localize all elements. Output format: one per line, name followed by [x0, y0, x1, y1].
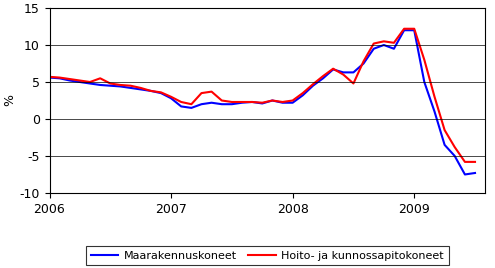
Hoito- ja kunnossapitokoneet — [280, 100, 286, 104]
Maarakennuskoneet — [189, 106, 195, 110]
Maarakennuskoneet — [87, 82, 93, 85]
Hoito- ja kunnossapitokoneet — [189, 103, 195, 106]
Maarakennuskoneet — [391, 47, 397, 50]
Hoito- ja kunnossapitokoneet — [259, 101, 265, 104]
Maarakennuskoneet — [350, 71, 356, 74]
Hoito- ja kunnossapitokoneet — [107, 82, 113, 85]
Hoito- ja kunnossapitokoneet — [421, 58, 427, 61]
Maarakennuskoneet — [219, 103, 225, 106]
Hoito- ja kunnossapitokoneet — [269, 99, 275, 102]
Hoito- ja kunnossapitokoneet — [320, 75, 326, 78]
Hoito- ja kunnossapitokoneet — [462, 160, 468, 163]
Hoito- ja kunnossapitokoneet — [148, 89, 154, 92]
Maarakennuskoneet — [128, 86, 134, 90]
Maarakennuskoneet — [472, 171, 478, 174]
Hoito- ja kunnossapitokoneet — [360, 60, 366, 63]
Hoito- ja kunnossapitokoneet — [219, 99, 225, 102]
Maarakennuskoneet — [56, 77, 62, 80]
Maarakennuskoneet — [360, 62, 366, 65]
Maarakennuskoneet — [249, 100, 255, 104]
Hoito- ja kunnossapitokoneet — [452, 146, 458, 149]
Maarakennuskoneet — [107, 84, 113, 87]
Hoito- ja kunnossapitokoneet — [67, 77, 73, 81]
Maarakennuskoneet — [259, 102, 265, 105]
Maarakennuskoneet — [411, 29, 417, 32]
Hoito- ja kunnossapitokoneet — [158, 91, 164, 94]
Hoito- ja kunnossapitokoneet — [432, 95, 438, 98]
Maarakennuskoneet — [421, 80, 427, 84]
Maarakennuskoneet — [208, 101, 214, 104]
Maarakennuskoneet — [97, 83, 103, 87]
Y-axis label: %: % — [3, 95, 17, 106]
Maarakennuskoneet — [320, 77, 326, 80]
Maarakennuskoneet — [300, 94, 306, 97]
Hoito- ja kunnossapitokoneet — [341, 73, 346, 76]
Hoito- ja kunnossapitokoneet — [97, 77, 103, 80]
Hoito- ja kunnossapitokoneet — [330, 67, 336, 70]
Legend: Maarakennuskoneet, Hoito- ja kunnossapitokoneet: Maarakennuskoneet, Hoito- ja kunnossapit… — [86, 246, 448, 265]
Hoito- ja kunnossapitokoneet — [239, 100, 245, 104]
Line: Hoito- ja kunnossapitokoneet: Hoito- ja kunnossapitokoneet — [50, 29, 475, 162]
Maarakennuskoneet — [178, 105, 184, 108]
Maarakennuskoneet — [401, 29, 407, 32]
Hoito- ja kunnossapitokoneet — [77, 79, 83, 82]
Maarakennuskoneet — [341, 71, 346, 74]
Hoito- ja kunnossapitokoneet — [310, 83, 316, 86]
Line: Maarakennuskoneet: Maarakennuskoneet — [50, 30, 475, 174]
Hoito- ja kunnossapitokoneet — [411, 27, 417, 30]
Maarakennuskoneet — [148, 89, 154, 92]
Maarakennuskoneet — [229, 103, 235, 106]
Maarakennuskoneet — [239, 101, 245, 104]
Hoito- ja kunnossapitokoneet — [47, 75, 52, 79]
Maarakennuskoneet — [280, 101, 286, 104]
Hoito- ja kunnossapitokoneet — [401, 27, 407, 30]
Maarakennuskoneet — [381, 43, 387, 47]
Hoito- ja kunnossapitokoneet — [472, 160, 478, 163]
Maarakennuskoneet — [77, 80, 83, 84]
Maarakennuskoneet — [290, 101, 296, 104]
Maarakennuskoneet — [158, 91, 164, 95]
Hoito- ja kunnossapitokoneet — [198, 91, 204, 95]
Hoito- ja kunnossapitokoneet — [128, 84, 134, 87]
Hoito- ja kunnossapitokoneet — [300, 91, 306, 95]
Hoito- ja kunnossapitokoneet — [442, 128, 447, 132]
Maarakennuskoneet — [67, 79, 73, 82]
Hoito- ja kunnossapitokoneet — [249, 100, 255, 104]
Hoito- ja kunnossapitokoneet — [371, 42, 377, 45]
Hoito- ja kunnossapitokoneet — [138, 86, 144, 90]
Maarakennuskoneet — [330, 68, 336, 71]
Hoito- ja kunnossapitokoneet — [178, 100, 184, 104]
Maarakennuskoneet — [269, 99, 275, 102]
Hoito- ja kunnossapitokoneet — [117, 83, 123, 87]
Maarakennuskoneet — [168, 97, 174, 100]
Hoito- ja kunnossapitokoneet — [381, 40, 387, 43]
Maarakennuskoneet — [198, 103, 204, 106]
Maarakennuskoneet — [432, 110, 438, 113]
Hoito- ja kunnossapitokoneet — [391, 41, 397, 44]
Hoito- ja kunnossapitokoneet — [350, 82, 356, 85]
Maarakennuskoneet — [117, 85, 123, 88]
Hoito- ja kunnossapitokoneet — [56, 76, 62, 79]
Hoito- ja kunnossapitokoneet — [229, 100, 235, 104]
Hoito- ja kunnossapitokoneet — [208, 90, 214, 93]
Maarakennuskoneet — [462, 173, 468, 176]
Hoito- ja kunnossapitokoneet — [87, 80, 93, 84]
Maarakennuskoneet — [452, 154, 458, 158]
Maarakennuskoneet — [442, 143, 447, 147]
Hoito- ja kunnossapitokoneet — [290, 99, 296, 102]
Maarakennuskoneet — [47, 76, 52, 79]
Maarakennuskoneet — [138, 88, 144, 91]
Maarakennuskoneet — [371, 47, 377, 50]
Hoito- ja kunnossapitokoneet — [168, 95, 174, 98]
Maarakennuskoneet — [310, 84, 316, 87]
